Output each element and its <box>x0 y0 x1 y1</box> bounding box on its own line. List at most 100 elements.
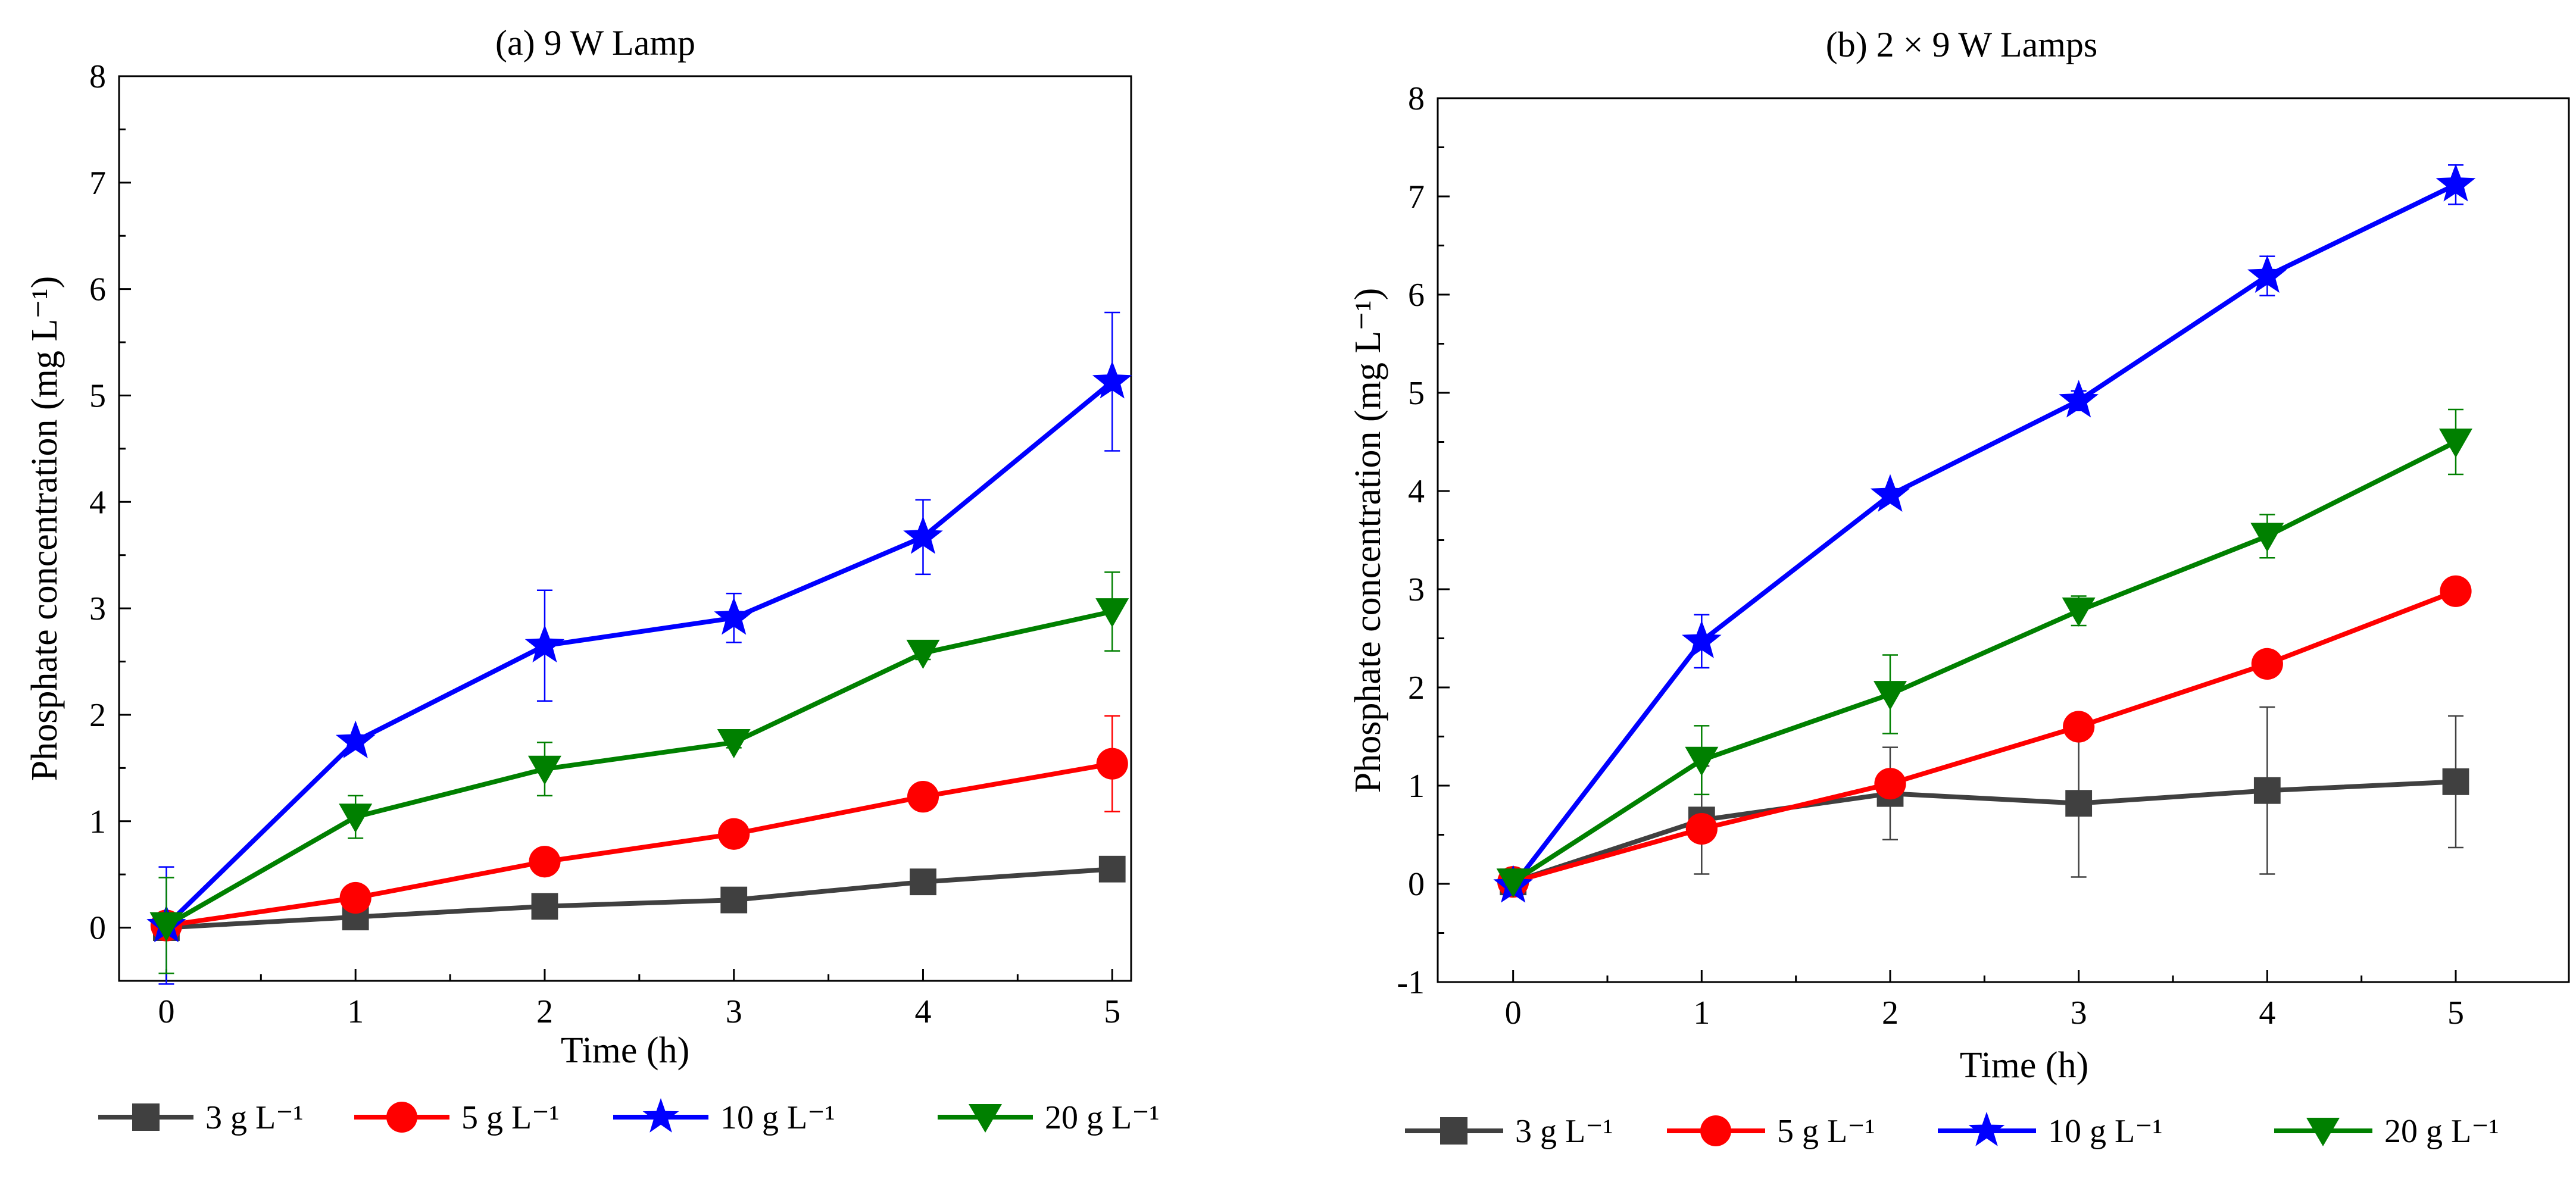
chart-a-data-point <box>718 818 750 850</box>
chart-a-series-line <box>165 609 1113 928</box>
chart-b-series-line <box>1512 439 2457 884</box>
chart-b-data-point <box>2250 523 2284 552</box>
chart-a-legend-label-3g: 3 g L⁻¹ <box>205 1099 304 1136</box>
chart-a-y-tick-label: 1 <box>89 803 106 840</box>
chart-a-data-point <box>339 803 373 833</box>
chart-a-data-point <box>149 912 183 942</box>
chart-b-series-line <box>1512 779 2456 884</box>
chart-a-data-point <box>714 597 754 635</box>
chart-b-y-tick-label: 8 <box>1408 80 1425 117</box>
chart-b-y-tick-label: 5 <box>1408 375 1425 412</box>
chart-a-series-2 <box>146 311 1132 985</box>
chart-a-x-tick-label: 3 <box>726 993 742 1030</box>
chart-b-series-line <box>1511 182 2457 887</box>
chart-b-data-point <box>2062 597 2096 627</box>
chart-b-y-tick-label: 1 <box>1408 768 1425 805</box>
chart-b-data-point <box>1874 768 1906 800</box>
chart-a-y-tick-label: 8 <box>89 58 106 95</box>
chart-a-legend-label-5g: 5 g L⁻¹ <box>461 1099 560 1136</box>
chart-a-legend-item-3g: 3 g L⁻¹ <box>98 1099 304 1136</box>
chart-a-legend-item-20g: 20 g L⁻¹ <box>938 1099 1160 1136</box>
chart-b-x-tick-label: 2 <box>1882 995 1899 1031</box>
chart-b-y-tick-label: -1 <box>1397 964 1425 1001</box>
chart-b-data-point <box>2436 164 2476 202</box>
chart-b-series-layer <box>1493 164 2476 903</box>
chart-a-data-point <box>1098 855 1126 883</box>
chart-a-legend-item-10g: 10 g L⁻¹ <box>613 1098 835 1136</box>
chart-a-data-point <box>907 781 939 813</box>
chart-a-series-layer <box>146 311 1132 985</box>
chart-b-series-3 <box>1496 408 2472 898</box>
chart-b-legend-label-10g: 10 g L⁻¹ <box>2048 1113 2163 1150</box>
chart-a-y-axis-title: Phosphate concentration (mg L⁻¹) <box>24 276 65 781</box>
chart-a-title: (a) 9 W Lamp <box>495 23 695 62</box>
chart-b-data-point <box>1496 868 1530 898</box>
chart-b-legend-marker-20g <box>2306 1118 2340 1146</box>
chart-a-series-line <box>166 867 1113 930</box>
chart-b-legend-marker-5g <box>1700 1115 1731 1146</box>
chart-b-legend-item-5g: 5 g L⁻¹ <box>1667 1113 1875 1150</box>
chart-b-legend-label-3g: 3 g L⁻¹ <box>1515 1113 1613 1150</box>
chart-b-series-0 <box>1500 706 2469 896</box>
chart-a-series-line <box>166 761 1113 928</box>
chart-b-series-2 <box>1493 164 2476 903</box>
chart-a: (a) 9 W Lamp 0 1 2 3 4 5 0 1 2 3 4 5 6 7 8 Time (h) P… <box>24 23 1160 1136</box>
chart-b-y-tick-label: 2 <box>1408 670 1425 706</box>
chart-a-y-tick-label: 4 <box>89 484 106 521</box>
chart-a-plot-frame <box>118 75 1132 982</box>
chart-a-series-3 <box>149 571 1129 974</box>
chart-b-legend-item-20g: 20 g L⁻¹ <box>2274 1113 2499 1150</box>
chart-b-legend-item-10g: 10 g L⁻¹ <box>1938 1112 2163 1150</box>
chart-b-data-point <box>2439 429 2472 458</box>
chart-a-legend-label-10g: 10 g L⁻¹ <box>720 1099 835 1136</box>
chart-a-y-tick-label: 3 <box>89 590 106 627</box>
chart-a-series-1 <box>150 715 1128 942</box>
chart-b-y-tick-label: 7 <box>1408 179 1425 215</box>
chart-b-legend-label-5g: 5 g L⁻¹ <box>1777 1113 1875 1150</box>
chart-b-data-point <box>2442 768 2469 795</box>
chart-a-legend-marker-5g <box>386 1102 417 1133</box>
chart-b-x-tick-label: 1 <box>1693 995 1710 1031</box>
chart-a-data-point <box>1096 748 1128 780</box>
chart-a-data-point <box>529 846 561 878</box>
chart-b-data-point <box>2440 575 2472 607</box>
chart-b-x-axis: 0 1 2 3 4 5 <box>1505 970 2464 1031</box>
chart-a-x-tick-label: 2 <box>536 993 553 1030</box>
chart-a-legend-marker-3g <box>132 1103 160 1131</box>
chart-b-data-point <box>1685 746 1719 776</box>
chart-b-x-tick-label: 4 <box>2259 995 2275 1031</box>
chart-a-x-tick-label: 1 <box>347 993 364 1030</box>
chart-b-data-point <box>2251 648 2283 680</box>
chart-a-x-tick-label: 0 <box>158 993 174 1030</box>
chart-b-legend-item-3g: 3 g L⁻¹ <box>1405 1113 1613 1150</box>
chart-b-data-point <box>1870 474 1910 512</box>
chart-b-legend-marker-3g <box>1440 1117 1467 1145</box>
chart-b-data-point <box>1685 813 1718 845</box>
chart-b-y-tick-label: 3 <box>1408 571 1425 608</box>
chart-a-y-tick-label: 2 <box>89 697 106 734</box>
chart-a-x-axis-title: Time (h) <box>561 1030 689 1071</box>
chart-a-x-axis: 0 1 2 3 4 5 <box>158 969 1120 1030</box>
chart-a-data-point <box>527 755 561 785</box>
chart-a-data-point <box>720 886 748 914</box>
chart-a-data-point <box>339 881 371 914</box>
chart-b-data-point <box>2065 790 2093 817</box>
chart-a-legend: 3 g L⁻¹ 5 g L⁻¹ 10 g L⁻¹ 20 g L⁻¹ <box>98 1098 1160 1136</box>
chart-a-data-point <box>1092 361 1132 399</box>
chart-a-data-point <box>531 893 558 920</box>
chart-a-series-line <box>164 380 1114 927</box>
chart-b-data-point <box>2063 711 2095 743</box>
chart-b-data-point <box>1682 620 1722 658</box>
chart-a-legend-marker-20g <box>969 1104 1002 1133</box>
chart-b: (b) 2 × 9 W Lamps 0 1 2 3 4 5 -1 0 1 2 3 4 5 6 7 8 Tim… <box>1348 25 2570 1150</box>
chart-b-x-tick-label: 5 <box>2447 995 2464 1031</box>
chart-b-data-point <box>2059 380 2099 418</box>
chart-a-data-point <box>906 639 940 669</box>
chart-b-y-tick-label: 6 <box>1408 277 1425 314</box>
chart-b-data-point <box>2253 777 2281 804</box>
chart-a-x-tick-label: 5 <box>1104 993 1120 1030</box>
chart-b-series-line <box>1512 589 2457 884</box>
chart-b-y-tick-label: 4 <box>1408 473 1425 510</box>
chart-b-y-axis: -1 0 1 2 3 4 5 6 7 8 <box>1397 80 1450 1001</box>
